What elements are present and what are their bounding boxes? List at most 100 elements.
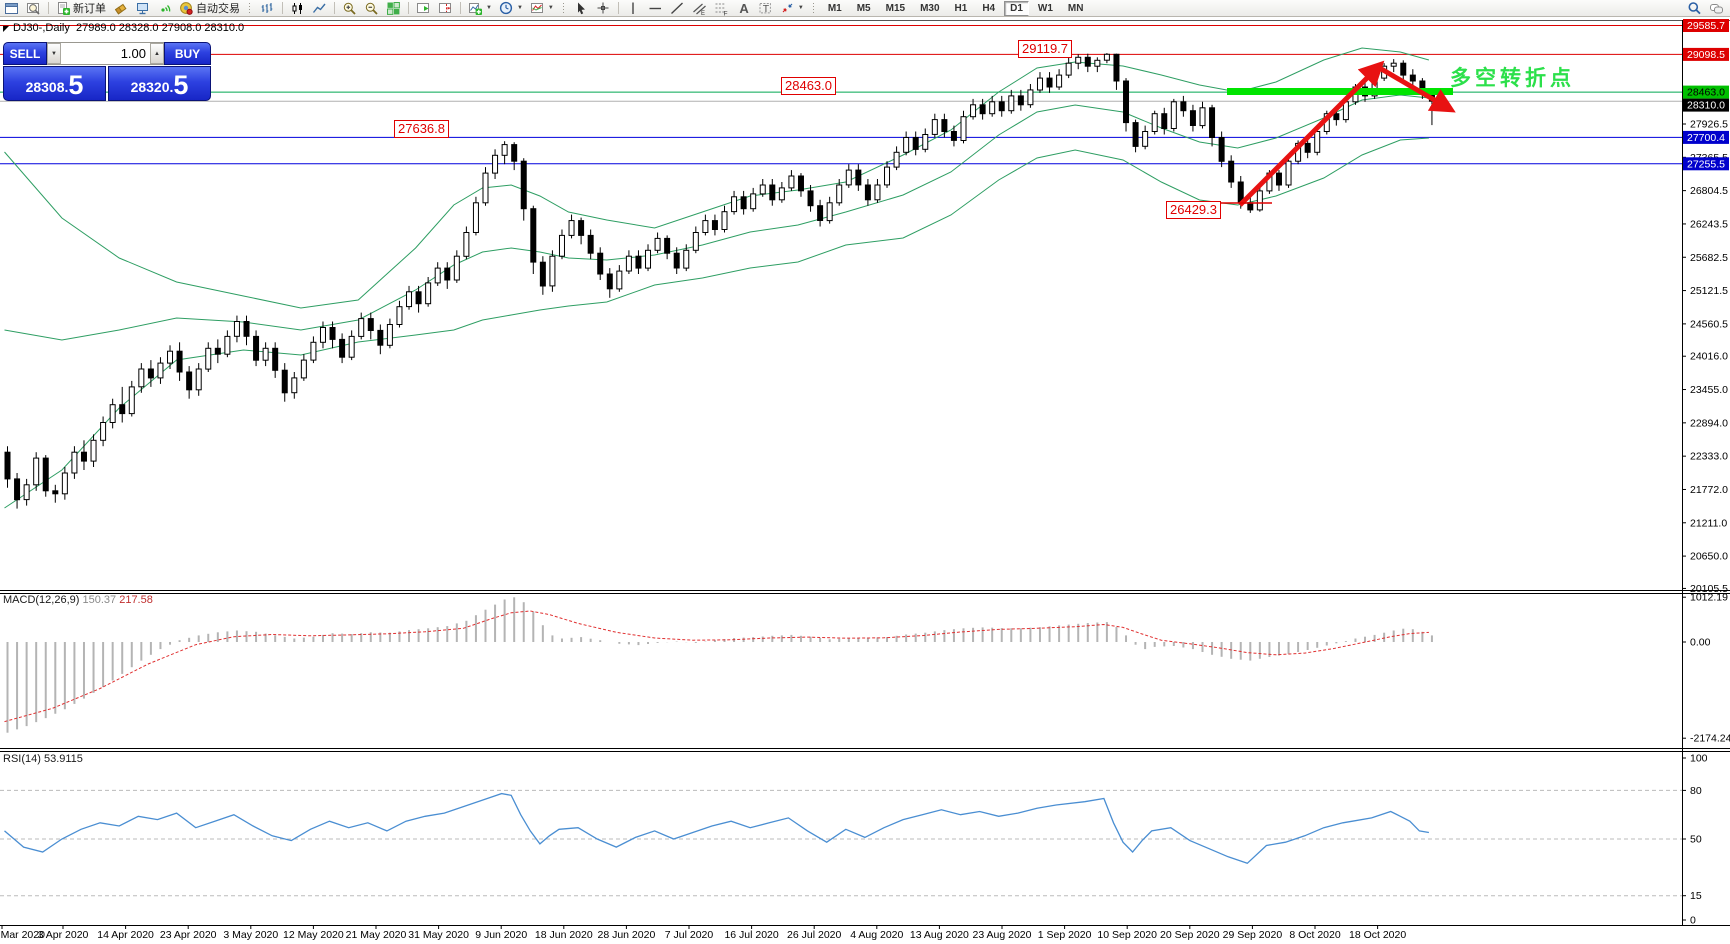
- indicators-button[interactable]: ▼: [466, 1, 494, 16]
- vertical-line-button[interactable]: [624, 1, 643, 16]
- svg-text:F: F: [723, 10, 727, 16]
- channel-button[interactable]: E: [690, 1, 709, 16]
- candle-body: [1400, 62, 1407, 76]
- candle-chart-button[interactable]: [288, 1, 307, 16]
- candle-body: [33, 457, 40, 486]
- trend-arrow[interactable]: [1238, 60, 1385, 207]
- candle-body: [415, 291, 422, 305]
- timeframe-d1-button[interactable]: D1: [1004, 0, 1029, 16]
- volume-input[interactable]: [61, 43, 150, 64]
- date-tick: 31 May 2020: [408, 929, 469, 941]
- candle-body: [453, 255, 460, 281]
- price-tick: 27926.5: [1690, 119, 1728, 131]
- template-icon: [530, 2, 543, 13]
- periods-button[interactable]: ▼: [497, 1, 525, 16]
- date-tick: 28 Jun 2020: [597, 929, 655, 941]
- auto-scroll-button[interactable]: [414, 1, 433, 16]
- eraser-button[interactable]: [111, 1, 130, 16]
- price-annotation-label[interactable]: 27636.8: [394, 120, 449, 138]
- search-button[interactable]: [1685, 1, 1704, 16]
- new-order-button[interactable]: 新订单: [54, 1, 108, 16]
- timeframe-w1-button[interactable]: W1: [1037, 2, 1053, 14]
- toolbar-grip[interactable]: [561, 1, 566, 15]
- text-button[interactable]: A: [734, 1, 753, 16]
- candle-body: [71, 451, 78, 474]
- candle-body: [339, 338, 346, 358]
- date-tick: 25 Mar 2020: [0, 929, 45, 941]
- timeframe-m5-button[interactable]: M5: [856, 2, 871, 14]
- tile-windows-button[interactable]: [384, 1, 403, 16]
- chat-button[interactable]: [1707, 1, 1726, 16]
- volume-up-button[interactable]: ▲: [150, 43, 164, 64]
- timeframe-m15-button[interactable]: M15: [885, 2, 906, 14]
- data-window-button[interactable]: [24, 1, 43, 16]
- candle-body: [931, 119, 938, 135]
- line-chart-button[interactable]: [310, 1, 329, 16]
- candle-body: [1170, 101, 1177, 130]
- trend-arrow[interactable]: [1376, 64, 1456, 113]
- price-badge: [1683, 85, 1729, 99]
- toolbar-grip[interactable]: [811, 1, 816, 15]
- candle-body: [42, 457, 49, 492]
- candle-body: [434, 267, 441, 284]
- chart-window-button[interactable]: [2, 1, 21, 16]
- candle-body: [711, 220, 718, 231]
- new-order-button-label: 新订单: [73, 3, 106, 15]
- timeframe-h4-button[interactable]: H4: [982, 2, 996, 14]
- zoom-out-button[interactable]: [362, 1, 381, 16]
- chart-shift-button[interactable]: [436, 1, 455, 16]
- toolbar-grip[interactable]: [248, 1, 252, 15]
- fibonacci-button[interactable]: F: [712, 1, 731, 16]
- resistance-bar[interactable]: [1227, 88, 1453, 95]
- timeframe-m30-button[interactable]: M30: [920, 2, 940, 14]
- buy-button[interactable]: BUY: [164, 42, 211, 65]
- crosshair-button[interactable]: [594, 1, 613, 16]
- candle-body: [1342, 101, 1349, 121]
- candle-body: [109, 404, 116, 424]
- candle-body: [463, 232, 470, 257]
- macd-signal-line: [4, 610, 1429, 723]
- expert-advisor-button[interactable]: [133, 1, 152, 16]
- candle-body: [941, 119, 948, 132]
- one-click-trading-panel: SELL ▼ ▲ BUY 28308 . 5 28320 . 5: [3, 42, 211, 101]
- templates-button[interactable]: ▼: [528, 1, 556, 16]
- price-annotation-label[interactable]: 26429.3: [1166, 201, 1221, 219]
- candle-body: [1180, 101, 1187, 112]
- ask-price[interactable]: 28320 . 5: [108, 66, 211, 101]
- chart-title: DJ30-,Daily 27989.0 28328.0 27908.0 2831…: [13, 22, 245, 34]
- candle-body: [625, 255, 632, 272]
- horizontal-line-button[interactable]: [646, 1, 665, 16]
- timeframe-mn-button[interactable]: MN: [1067, 2, 1084, 14]
- candle-body: [1228, 160, 1235, 183]
- timeframe-h1-button[interactable]: H1: [954, 2, 968, 14]
- zoom-in-button[interactable]: [340, 1, 359, 16]
- autotrade-button-label: 自动交易: [196, 3, 240, 15]
- arrows-button[interactable]: ▼: [778, 1, 806, 16]
- signals-button[interactable]: [155, 1, 174, 16]
- date-tick: 10 Sep 2020: [1097, 929, 1157, 941]
- candle-body: [616, 270, 623, 290]
- price-badge-text: 27255.5: [1687, 158, 1725, 170]
- candle-body: [750, 193, 757, 210]
- price-badge-text: 28310.0: [1687, 100, 1725, 112]
- sell-button[interactable]: SELL: [3, 42, 47, 65]
- annotation-text[interactable]: 多空转折点: [1450, 67, 1575, 90]
- label-button[interactable]: T: [756, 1, 775, 16]
- price-annotation-label[interactable]: 29119.7: [1018, 40, 1073, 58]
- price-annotation-label[interactable]: 28463.0: [781, 77, 836, 95]
- candle-body: [1151, 113, 1158, 132]
- toolbar-separator: [408, 2, 409, 14]
- expert-icon: [137, 2, 148, 14]
- volume-down-button[interactable]: ▼: [47, 43, 61, 64]
- candle-body: [367, 318, 374, 332]
- timeframe-m1-button[interactable]: M1: [827, 2, 842, 14]
- cursor-button[interactable]: [572, 1, 591, 16]
- bid-price[interactable]: 28308 . 5: [3, 66, 106, 101]
- toolbar: 新订单 自动交易 ▼ ▼ ▼ E F A T ▼ M1 M5 M15 M30 H1 H4 D1 W1 MN: [0, 0, 1730, 17]
- date-tick: 23 Apr 2020: [160, 929, 217, 941]
- trendline-button[interactable]: [668, 1, 687, 16]
- autotrade-button[interactable]: 自动交易: [177, 1, 242, 16]
- bar-chart-button[interactable]: [258, 1, 277, 16]
- bid-point: .: [64, 79, 69, 95]
